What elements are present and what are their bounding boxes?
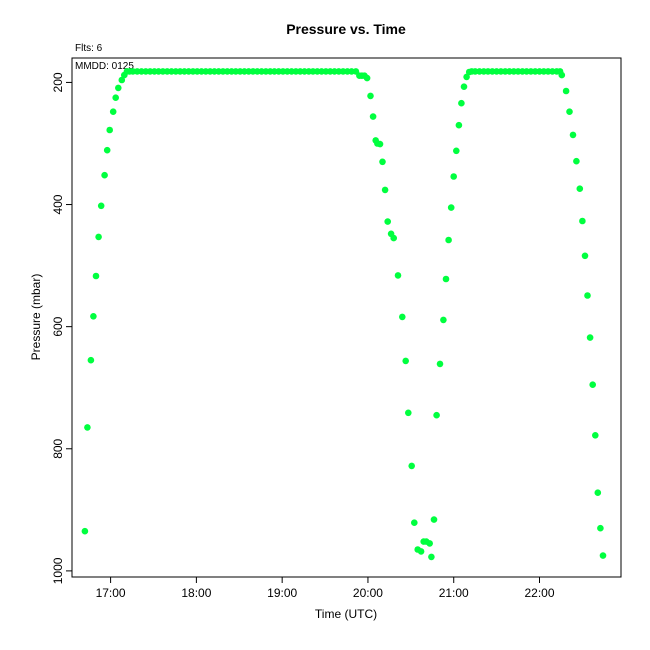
data-point xyxy=(87,356,95,364)
y-tick-label: 400 xyxy=(51,194,65,214)
data-point xyxy=(394,272,402,279)
data-point xyxy=(417,548,425,555)
data-point xyxy=(97,202,105,210)
x-axis-label: Time (UTC) xyxy=(315,607,377,621)
data-point xyxy=(576,185,584,192)
data-point xyxy=(597,524,604,532)
data-point xyxy=(589,381,596,389)
data-point xyxy=(569,131,577,139)
x-tick-label: 22:00 xyxy=(524,586,554,600)
data-point xyxy=(81,527,89,535)
data-point xyxy=(90,313,97,320)
data-point xyxy=(463,73,470,81)
data-point xyxy=(433,411,440,419)
data-point xyxy=(115,84,122,92)
y-tick-label: 800 xyxy=(51,438,65,458)
data-point xyxy=(579,217,586,225)
data-point xyxy=(106,126,113,134)
x-tick-label: 20:00 xyxy=(353,586,383,600)
plot-frame xyxy=(71,57,622,578)
data-point xyxy=(436,360,444,368)
data-point xyxy=(440,316,447,324)
data-point xyxy=(103,146,111,154)
data-point xyxy=(101,171,108,179)
data-point xyxy=(428,553,435,561)
data-point xyxy=(430,516,438,523)
x-tick-label: 18:00 xyxy=(181,586,211,600)
data-point xyxy=(84,424,91,431)
data-point xyxy=(408,462,416,470)
y-tick-label: 1000 xyxy=(51,557,65,584)
data-point xyxy=(562,87,570,95)
data-point xyxy=(594,489,602,497)
y-axis-label: Pressure (mbar) xyxy=(29,274,43,361)
y-tick-label: 200 xyxy=(51,72,65,92)
y-tick-label: 600 xyxy=(51,316,65,336)
x-axis: 17:00 18:00 19:00 20:00 21:00 22:00 xyxy=(96,577,555,600)
data-point xyxy=(363,74,371,82)
data-point xyxy=(399,313,406,321)
data-point xyxy=(460,83,468,90)
data-point xyxy=(426,540,434,547)
x-tick-label: 21:00 xyxy=(439,586,469,600)
data-point xyxy=(95,233,102,241)
flights-annotation: Flts: 6 xyxy=(75,43,103,54)
data-point xyxy=(118,76,126,84)
data-point xyxy=(566,108,573,115)
data-point xyxy=(453,147,460,155)
data-point xyxy=(586,334,594,341)
data-point xyxy=(402,357,410,365)
data-point xyxy=(384,218,392,225)
data-point xyxy=(573,157,580,165)
date-annotation: MMDD: 0125 xyxy=(75,61,134,72)
chart-title: Pressure vs. Time xyxy=(286,21,406,37)
data-point xyxy=(458,99,465,107)
data-point xyxy=(581,252,589,260)
data-point xyxy=(109,108,117,115)
x-tick-label: 19:00 xyxy=(267,586,297,600)
data-point xyxy=(369,113,377,120)
y-axis: 200 400 600 800 1000 xyxy=(51,72,72,584)
data-point xyxy=(381,186,389,194)
data-point xyxy=(445,236,452,244)
x-tick-label: 17:00 xyxy=(96,586,126,600)
data-point xyxy=(112,94,119,101)
data-point xyxy=(367,92,374,100)
data-point xyxy=(390,234,398,242)
data-point xyxy=(592,432,599,439)
data-point xyxy=(92,272,100,280)
data-point xyxy=(450,173,458,180)
data-point xyxy=(447,204,455,211)
data-point xyxy=(455,121,463,129)
data-point xyxy=(584,292,591,299)
data-point xyxy=(442,275,450,283)
data-point xyxy=(558,71,566,79)
data-point xyxy=(405,409,412,417)
data-point xyxy=(376,140,384,148)
data-point xyxy=(379,158,386,166)
data-point xyxy=(411,519,418,526)
data-point xyxy=(599,552,607,559)
data-points xyxy=(81,68,607,561)
